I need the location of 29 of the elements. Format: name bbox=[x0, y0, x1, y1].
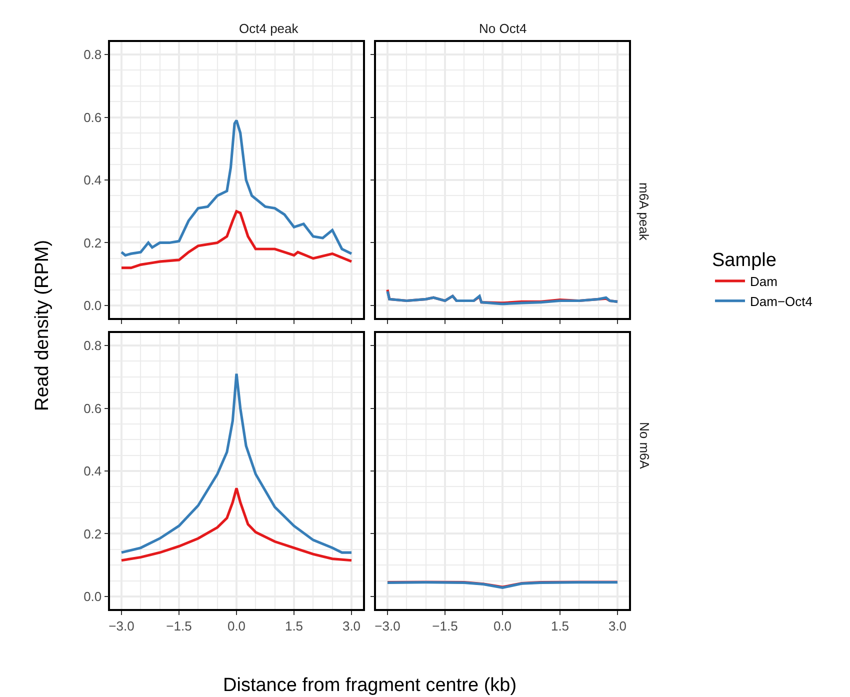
chart-title: No Oct4 bbox=[479, 21, 527, 36]
y-tick-label: 0.0 bbox=[84, 298, 102, 313]
x-tick-label: −3.0 bbox=[108, 618, 134, 634]
y-tick-label: 0.6 bbox=[84, 110, 102, 125]
x-tick-label: 0.0 bbox=[493, 618, 512, 634]
y-tick-label: 0.2 bbox=[84, 235, 102, 250]
legend-label: Dam bbox=[750, 274, 778, 290]
x-tick-label: 1.5 bbox=[550, 618, 570, 634]
text: No m6A bbox=[637, 422, 652, 470]
x-axis-title: Distance from fragment centre (kb) bbox=[223, 675, 517, 696]
x-tick-label: 3.0 bbox=[608, 618, 627, 634]
x-tick-label: 3.0 bbox=[342, 618, 361, 634]
chart-title: Oct4 peak bbox=[239, 21, 299, 36]
y-tick-label: 0.0 bbox=[84, 589, 102, 604]
y-tick-label: 0.2 bbox=[84, 526, 102, 542]
y-tick-label: 0.8 bbox=[84, 338, 102, 354]
x-tick-label: −1.5 bbox=[432, 618, 458, 634]
text: m6A peak bbox=[636, 182, 652, 241]
y-tick-label: 0.8 bbox=[84, 47, 102, 62]
x-tick-label: −3.0 bbox=[374, 618, 400, 634]
legend-title: Sample bbox=[712, 250, 776, 271]
x-tick-label: 1.5 bbox=[284, 618, 304, 634]
legend-label: Dam−Oct4 bbox=[750, 294, 812, 309]
y-tick-label: 0.4 bbox=[84, 172, 102, 188]
x-tick-label: 0.0 bbox=[227, 618, 246, 634]
y-tick-label: 0.4 bbox=[84, 464, 102, 479]
x-tick-label: −1.5 bbox=[166, 618, 192, 634]
y-tick-label: 0.6 bbox=[84, 400, 102, 416]
y-axis-title: Read density (RPM) bbox=[32, 240, 53, 411]
